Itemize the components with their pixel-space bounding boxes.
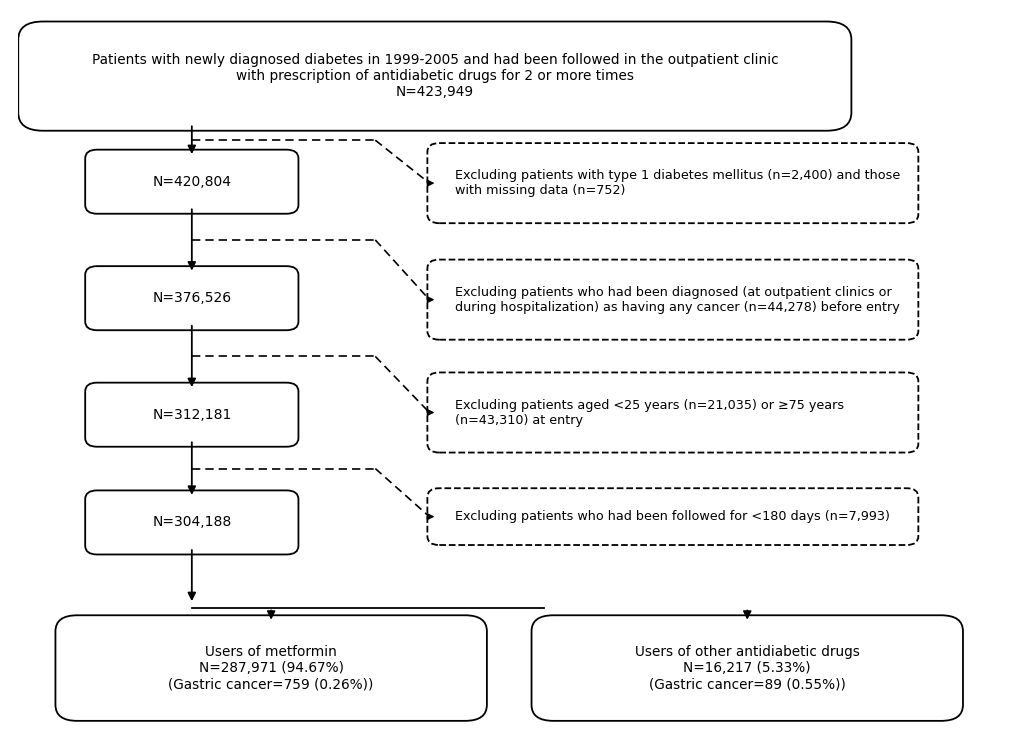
FancyBboxPatch shape (531, 615, 962, 721)
Text: N=376,526: N=376,526 (152, 291, 231, 305)
Text: Users of metformin
N=287,971 (94.67%)
(Gastric cancer=759 (0.26%)): Users of metformin N=287,971 (94.67%) (G… (168, 645, 374, 692)
Text: N=312,181: N=312,181 (152, 407, 231, 421)
FancyBboxPatch shape (427, 488, 917, 545)
Text: Excluding patients with type 1 diabetes mellitus (n=2,400) and those
with missin: Excluding patients with type 1 diabetes … (454, 169, 900, 197)
FancyBboxPatch shape (427, 260, 917, 340)
Text: Patients with newly diagnosed diabetes in 1999-2005 and had been followed in the: Patients with newly diagnosed diabetes i… (92, 53, 777, 99)
FancyBboxPatch shape (86, 150, 299, 214)
FancyBboxPatch shape (18, 22, 851, 131)
FancyBboxPatch shape (427, 143, 917, 223)
Text: N=420,804: N=420,804 (152, 174, 231, 188)
Text: Excluding patients aged <25 years (n=21,035) or ≥75 years
(n=43,310) at entry: Excluding patients aged <25 years (n=21,… (454, 398, 844, 427)
Text: Users of other antidiabetic drugs
N=16,217 (5.33%)
(Gastric cancer=89 (0.55%)): Users of other antidiabetic drugs N=16,2… (634, 645, 859, 692)
Text: N=304,188: N=304,188 (152, 516, 231, 530)
FancyBboxPatch shape (55, 615, 486, 721)
Text: Excluding patients who had been followed for <180 days (n=7,993): Excluding patients who had been followed… (454, 510, 890, 523)
FancyBboxPatch shape (86, 383, 299, 447)
FancyBboxPatch shape (86, 266, 299, 330)
FancyBboxPatch shape (427, 372, 917, 453)
FancyBboxPatch shape (86, 490, 299, 554)
Text: Excluding patients who had been diagnosed (at outpatient clinics or
during hospi: Excluding patients who had been diagnose… (454, 286, 899, 314)
